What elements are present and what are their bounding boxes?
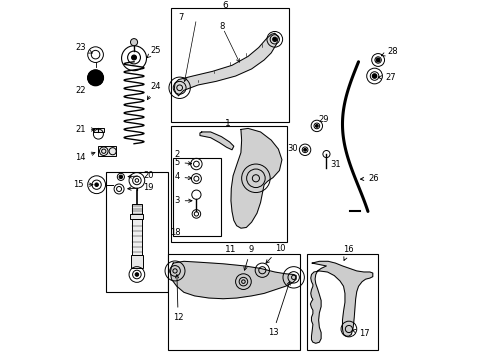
Text: 6: 6 [222,1,227,10]
Circle shape [303,148,306,151]
Text: 11: 11 [225,246,236,255]
Circle shape [272,37,276,41]
Text: 26: 26 [360,174,378,183]
Text: 23: 23 [75,43,92,53]
Circle shape [119,175,122,179]
Circle shape [130,39,137,46]
Text: 15: 15 [73,180,93,189]
Bar [172,158,221,237]
Text: 5: 5 [174,158,191,167]
Circle shape [131,55,136,60]
Bar [105,172,167,292]
Bar [306,254,377,350]
Bar [132,219,141,256]
Text: 16: 16 [343,245,353,260]
Circle shape [95,183,98,186]
Text: 27: 27 [378,73,395,82]
Circle shape [135,273,139,276]
Text: 19: 19 [127,183,153,192]
Bar [93,128,103,132]
Text: 20: 20 [128,171,153,180]
Text: 10: 10 [265,244,285,263]
Text: 4: 4 [174,172,191,181]
Text: 21: 21 [75,125,95,134]
Bar [131,255,142,269]
Text: 18: 18 [169,228,180,237]
Text: 14: 14 [75,152,95,162]
Bar [98,146,116,156]
Text: 22: 22 [75,80,93,95]
Text: 8: 8 [219,22,224,31]
Text: 1: 1 [224,118,230,127]
Bar [130,214,143,219]
Bar [132,204,142,215]
Text: 9: 9 [244,245,253,270]
Text: 31: 31 [330,159,341,168]
Polygon shape [170,261,296,299]
Circle shape [372,74,376,78]
Polygon shape [310,261,372,343]
Polygon shape [174,33,278,96]
Text: 17: 17 [352,329,369,338]
Text: 28: 28 [381,46,397,56]
Polygon shape [230,129,282,228]
Text: 24: 24 [147,82,160,100]
Text: 25: 25 [147,45,160,58]
Text: 13: 13 [267,282,289,337]
Circle shape [315,125,318,127]
Bar [171,126,286,242]
Polygon shape [200,132,233,150]
Bar [171,8,288,122]
Text: 2: 2 [174,149,179,158]
Text: 12: 12 [173,275,183,322]
Text: 29: 29 [318,114,328,123]
Bar [167,254,299,350]
Text: 30: 30 [287,144,297,153]
Circle shape [87,70,103,86]
Text: 3: 3 [174,196,192,205]
Circle shape [376,58,379,62]
Text: 7: 7 [178,13,183,22]
